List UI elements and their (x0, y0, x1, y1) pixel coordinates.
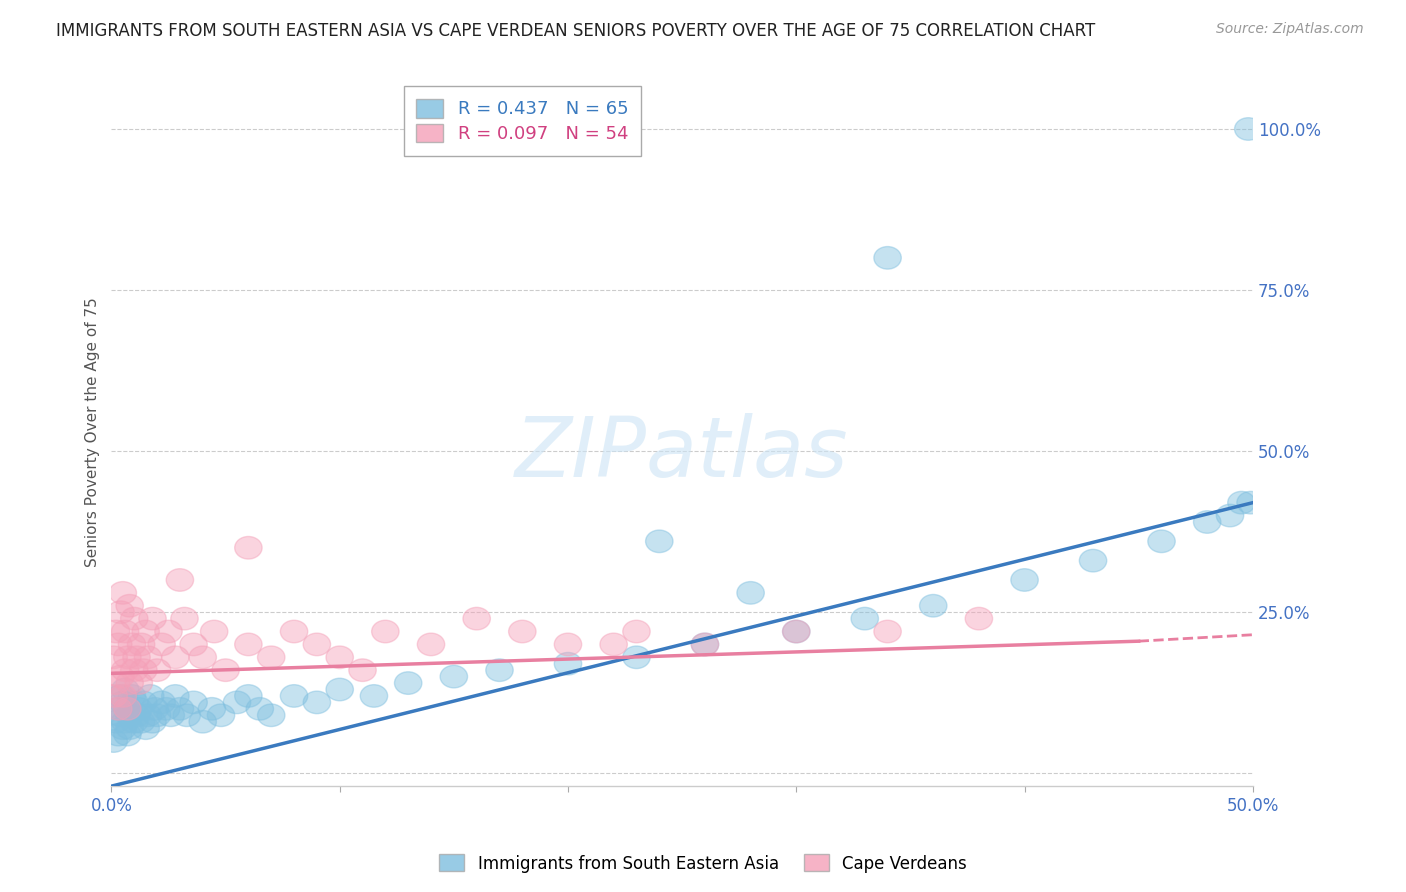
Text: Source: ZipAtlas.com: Source: ZipAtlas.com (1216, 22, 1364, 37)
Text: IMMIGRANTS FROM SOUTH EASTERN ASIA VS CAPE VERDEAN SENIORS POVERTY OVER THE AGE : IMMIGRANTS FROM SOUTH EASTERN ASIA VS CA… (56, 22, 1095, 40)
Legend: Immigrants from South Eastern Asia, Cape Verdeans: Immigrants from South Eastern Asia, Cape… (433, 847, 973, 880)
Y-axis label: Seniors Poverty Over the Age of 75: Seniors Poverty Over the Age of 75 (86, 297, 100, 566)
Legend: R = 0.437   N = 65, R = 0.097   N = 54: R = 0.437 N = 65, R = 0.097 N = 54 (404, 87, 641, 156)
Text: ZIPatlas: ZIPatlas (516, 413, 849, 493)
